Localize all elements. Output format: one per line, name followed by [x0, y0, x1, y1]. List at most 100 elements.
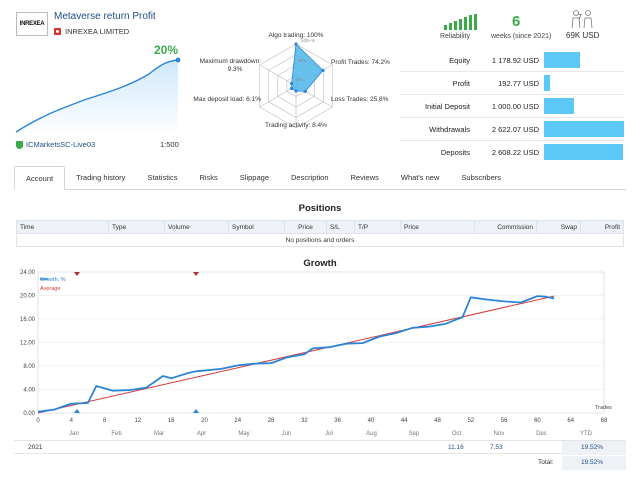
month-label: Jun — [282, 431, 292, 437]
col-swap[interactable]: Swap — [536, 220, 581, 234]
col-symbol[interactable]: Symbol — [228, 220, 285, 234]
tab-subscribers[interactable]: Subscribers — [461, 173, 501, 182]
col-sl[interactable]: S/L — [326, 220, 355, 234]
stat-value: 1 000.00 USD — [491, 102, 539, 111]
stat-bar — [544, 98, 575, 114]
stat-bar — [544, 144, 624, 160]
month-value-oct: 11.16 — [448, 444, 464, 451]
stat-value: 2 622.07 USD — [491, 125, 539, 134]
tab-slippage[interactable]: Slippage — [239, 173, 269, 182]
month-label: Nov — [494, 431, 505, 437]
tab-statistics[interactable]: Statistics — [147, 173, 178, 182]
month-label: Jul — [325, 431, 333, 437]
col-price-current[interactable]: Price — [400, 220, 475, 234]
stat-bar — [544, 52, 580, 68]
subscribers-funds: 69K USD — [566, 31, 600, 40]
reliability-bar — [449, 23, 452, 30]
col-volume[interactable]: Volume — [164, 220, 229, 234]
x-tick-labels: 0 4 8 12 16 20 24 28 32 36 40 44 48 52 56 60 64 68 — [36, 418, 608, 424]
month-label: Apr — [197, 431, 206, 437]
radar-point-activity — [294, 89, 298, 93]
stat-label: Deposits — [440, 148, 470, 157]
radar-point-loss_trades — [303, 89, 307, 94]
legend-growth: Growth, % — [40, 277, 66, 283]
y-tick-label: 8.00 — [23, 364, 35, 370]
x-tick-label: 24 — [234, 418, 241, 424]
stat-bar — [544, 75, 550, 91]
deposit-marker — [74, 272, 80, 276]
reliability-bar — [444, 25, 447, 30]
x-tick-label: 52 — [467, 418, 474, 424]
flag-icon — [54, 28, 61, 35]
x-tick-label: 36 — [334, 418, 341, 424]
x-tick-label: 0 — [36, 418, 40, 424]
radar-label-algo: Algo trading: 100% — [269, 32, 324, 39]
y-tick-label: 12.00 — [20, 341, 36, 347]
col-type[interactable]: Type — [108, 220, 165, 234]
stat-row-initial-deposit: Initial Deposit 1 000.00 USD — [400, 95, 624, 118]
col-profit[interactable]: Profit — [580, 220, 624, 234]
legend-average: Average — [40, 286, 60, 292]
x-tick-label: 68 — [601, 418, 608, 424]
tab-risks[interactable]: Risks — [199, 173, 218, 182]
stat-row-equity: Equity 1 178.92 USD — [400, 49, 624, 72]
subscribers-count: 7 — [578, 14, 582, 21]
x-tick-label: 48 — [434, 418, 441, 424]
reliability-bar — [464, 17, 467, 30]
y-tick-label: 0.00 — [23, 411, 35, 417]
month-label: Sep — [409, 431, 420, 437]
x-tick-label: 32 — [301, 418, 308, 424]
risk-radar: 100+% 50% 0% Algo trading: 100% Profit T… — [193, 32, 390, 129]
stat-row-deposits: Deposits 2 608.22 USD — [400, 141, 624, 164]
tab-whats-new[interactable]: What's new — [400, 173, 440, 182]
col-commission[interactable]: Commission — [474, 220, 537, 234]
reliability-bar — [474, 14, 477, 30]
ytd-column — [562, 456, 626, 470]
positions-header-row: Time Type Volume Symbol Price S/L T/P Pr… — [16, 220, 624, 234]
col-price-open[interactable]: Price — [284, 220, 327, 234]
positions-title: Positions — [298, 203, 342, 214]
stat-label: Initial Deposit — [424, 102, 470, 111]
reliability-bar — [454, 21, 457, 30]
radar-ring-100: 100+% — [301, 38, 315, 43]
company-label: INREXEA LIMITED — [65, 27, 130, 36]
broker-server[interactable]: ICMarketsSC-Live03 — [16, 140, 95, 149]
year-label: 2021 — [28, 444, 43, 451]
ytd-column — [562, 441, 626, 455]
growth-title: Growth — [303, 258, 337, 269]
radar-label-deposit-load: Max deposit load: 6.1% — [193, 96, 261, 103]
x-tick-label: 28 — [268, 418, 275, 424]
signal-title[interactable]: Metaverse return Profit — [54, 11, 156, 22]
x-tick-label: 12 — [135, 418, 142, 424]
reliability-bars — [444, 14, 477, 30]
col-time[interactable]: Time — [16, 220, 109, 234]
y-tick-label: 4.00 — [23, 388, 35, 394]
x-tick-label: 16 — [168, 418, 175, 424]
stat-value: 2 608.22 USD — [491, 148, 539, 157]
total-value: 19.52% — [581, 459, 604, 466]
x-tick-label: 60 — [534, 418, 541, 424]
col-tp[interactable]: T/P — [354, 220, 401, 234]
subscribers-icon — [571, 10, 593, 29]
average-line — [37, 295, 555, 414]
weeks-value: 6 — [512, 13, 521, 30]
tab-reviews[interactable]: Reviews — [350, 173, 379, 182]
account-stats: Equity 1 178.92 USD Profit 192.77 USD In… — [400, 49, 624, 164]
month-label: Feb — [111, 431, 122, 437]
tab-account[interactable]: Account — [14, 166, 66, 190]
radar-label-drawdown: Maximum drawdown: — [200, 58, 262, 65]
tab-description[interactable]: Description — [291, 173, 329, 182]
withdrawal-marker — [74, 409, 80, 413]
month-label: May — [238, 431, 249, 437]
mini-chart-line — [15, 59, 179, 133]
server-label: ICMarketsSC-Live03 — [26, 140, 96, 149]
radar-label-profit-trades: Profit Trades: 74.2% — [331, 59, 390, 66]
radar-label-drawdown-value: 9.3% — [228, 66, 243, 73]
deposit-marker — [193, 272, 199, 276]
stat-label: Equity — [449, 56, 470, 65]
x-tick-label: 40 — [368, 418, 375, 424]
tab-trading-history[interactable]: Trading history — [76, 173, 126, 182]
radar-shape — [291, 43, 324, 92]
company-name[interactable]: INREXEA LIMITED — [54, 27, 129, 36]
stat-bar — [544, 121, 624, 137]
